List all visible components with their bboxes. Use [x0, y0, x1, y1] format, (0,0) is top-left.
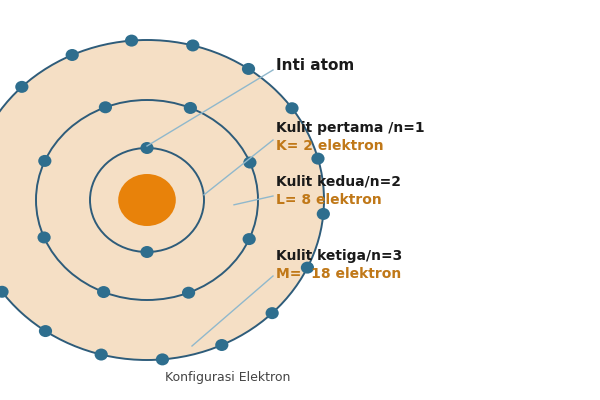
Ellipse shape — [244, 156, 257, 168]
Text: Konfigurasi Elektron: Konfigurasi Elektron — [166, 371, 290, 384]
Ellipse shape — [140, 246, 154, 258]
Ellipse shape — [182, 287, 195, 299]
Text: Kulit ketiga/n=3: Kulit ketiga/n=3 — [276, 249, 402, 263]
Ellipse shape — [97, 286, 110, 298]
Ellipse shape — [39, 325, 52, 337]
Text: Inti atom: Inti atom — [276, 58, 354, 74]
Ellipse shape — [125, 35, 138, 47]
Text: Kulit kedua/n=2: Kulit kedua/n=2 — [276, 175, 401, 189]
Ellipse shape — [317, 208, 330, 220]
Ellipse shape — [38, 155, 52, 167]
Ellipse shape — [242, 233, 256, 245]
Ellipse shape — [215, 339, 229, 351]
Ellipse shape — [0, 40, 324, 360]
Ellipse shape — [0, 286, 8, 298]
Ellipse shape — [186, 40, 199, 52]
Ellipse shape — [95, 348, 108, 360]
Text: L= 8 elektron: L= 8 elektron — [276, 193, 382, 207]
Text: K= 2 elektron: K= 2 elektron — [276, 139, 383, 153]
Ellipse shape — [286, 102, 299, 114]
Text: M=  18 elektron: M= 18 elektron — [276, 267, 401, 281]
Ellipse shape — [266, 307, 279, 319]
Ellipse shape — [311, 152, 325, 164]
Ellipse shape — [90, 148, 204, 252]
Ellipse shape — [37, 232, 50, 244]
Ellipse shape — [65, 49, 79, 61]
Ellipse shape — [301, 262, 314, 274]
Ellipse shape — [36, 100, 258, 300]
Ellipse shape — [99, 101, 112, 113]
Ellipse shape — [15, 81, 28, 93]
Ellipse shape — [242, 63, 255, 75]
Ellipse shape — [156, 353, 169, 365]
Ellipse shape — [118, 174, 176, 226]
Ellipse shape — [184, 102, 197, 114]
Text: Kulit pertama /n=1: Kulit pertama /n=1 — [276, 121, 425, 135]
Ellipse shape — [140, 142, 154, 154]
